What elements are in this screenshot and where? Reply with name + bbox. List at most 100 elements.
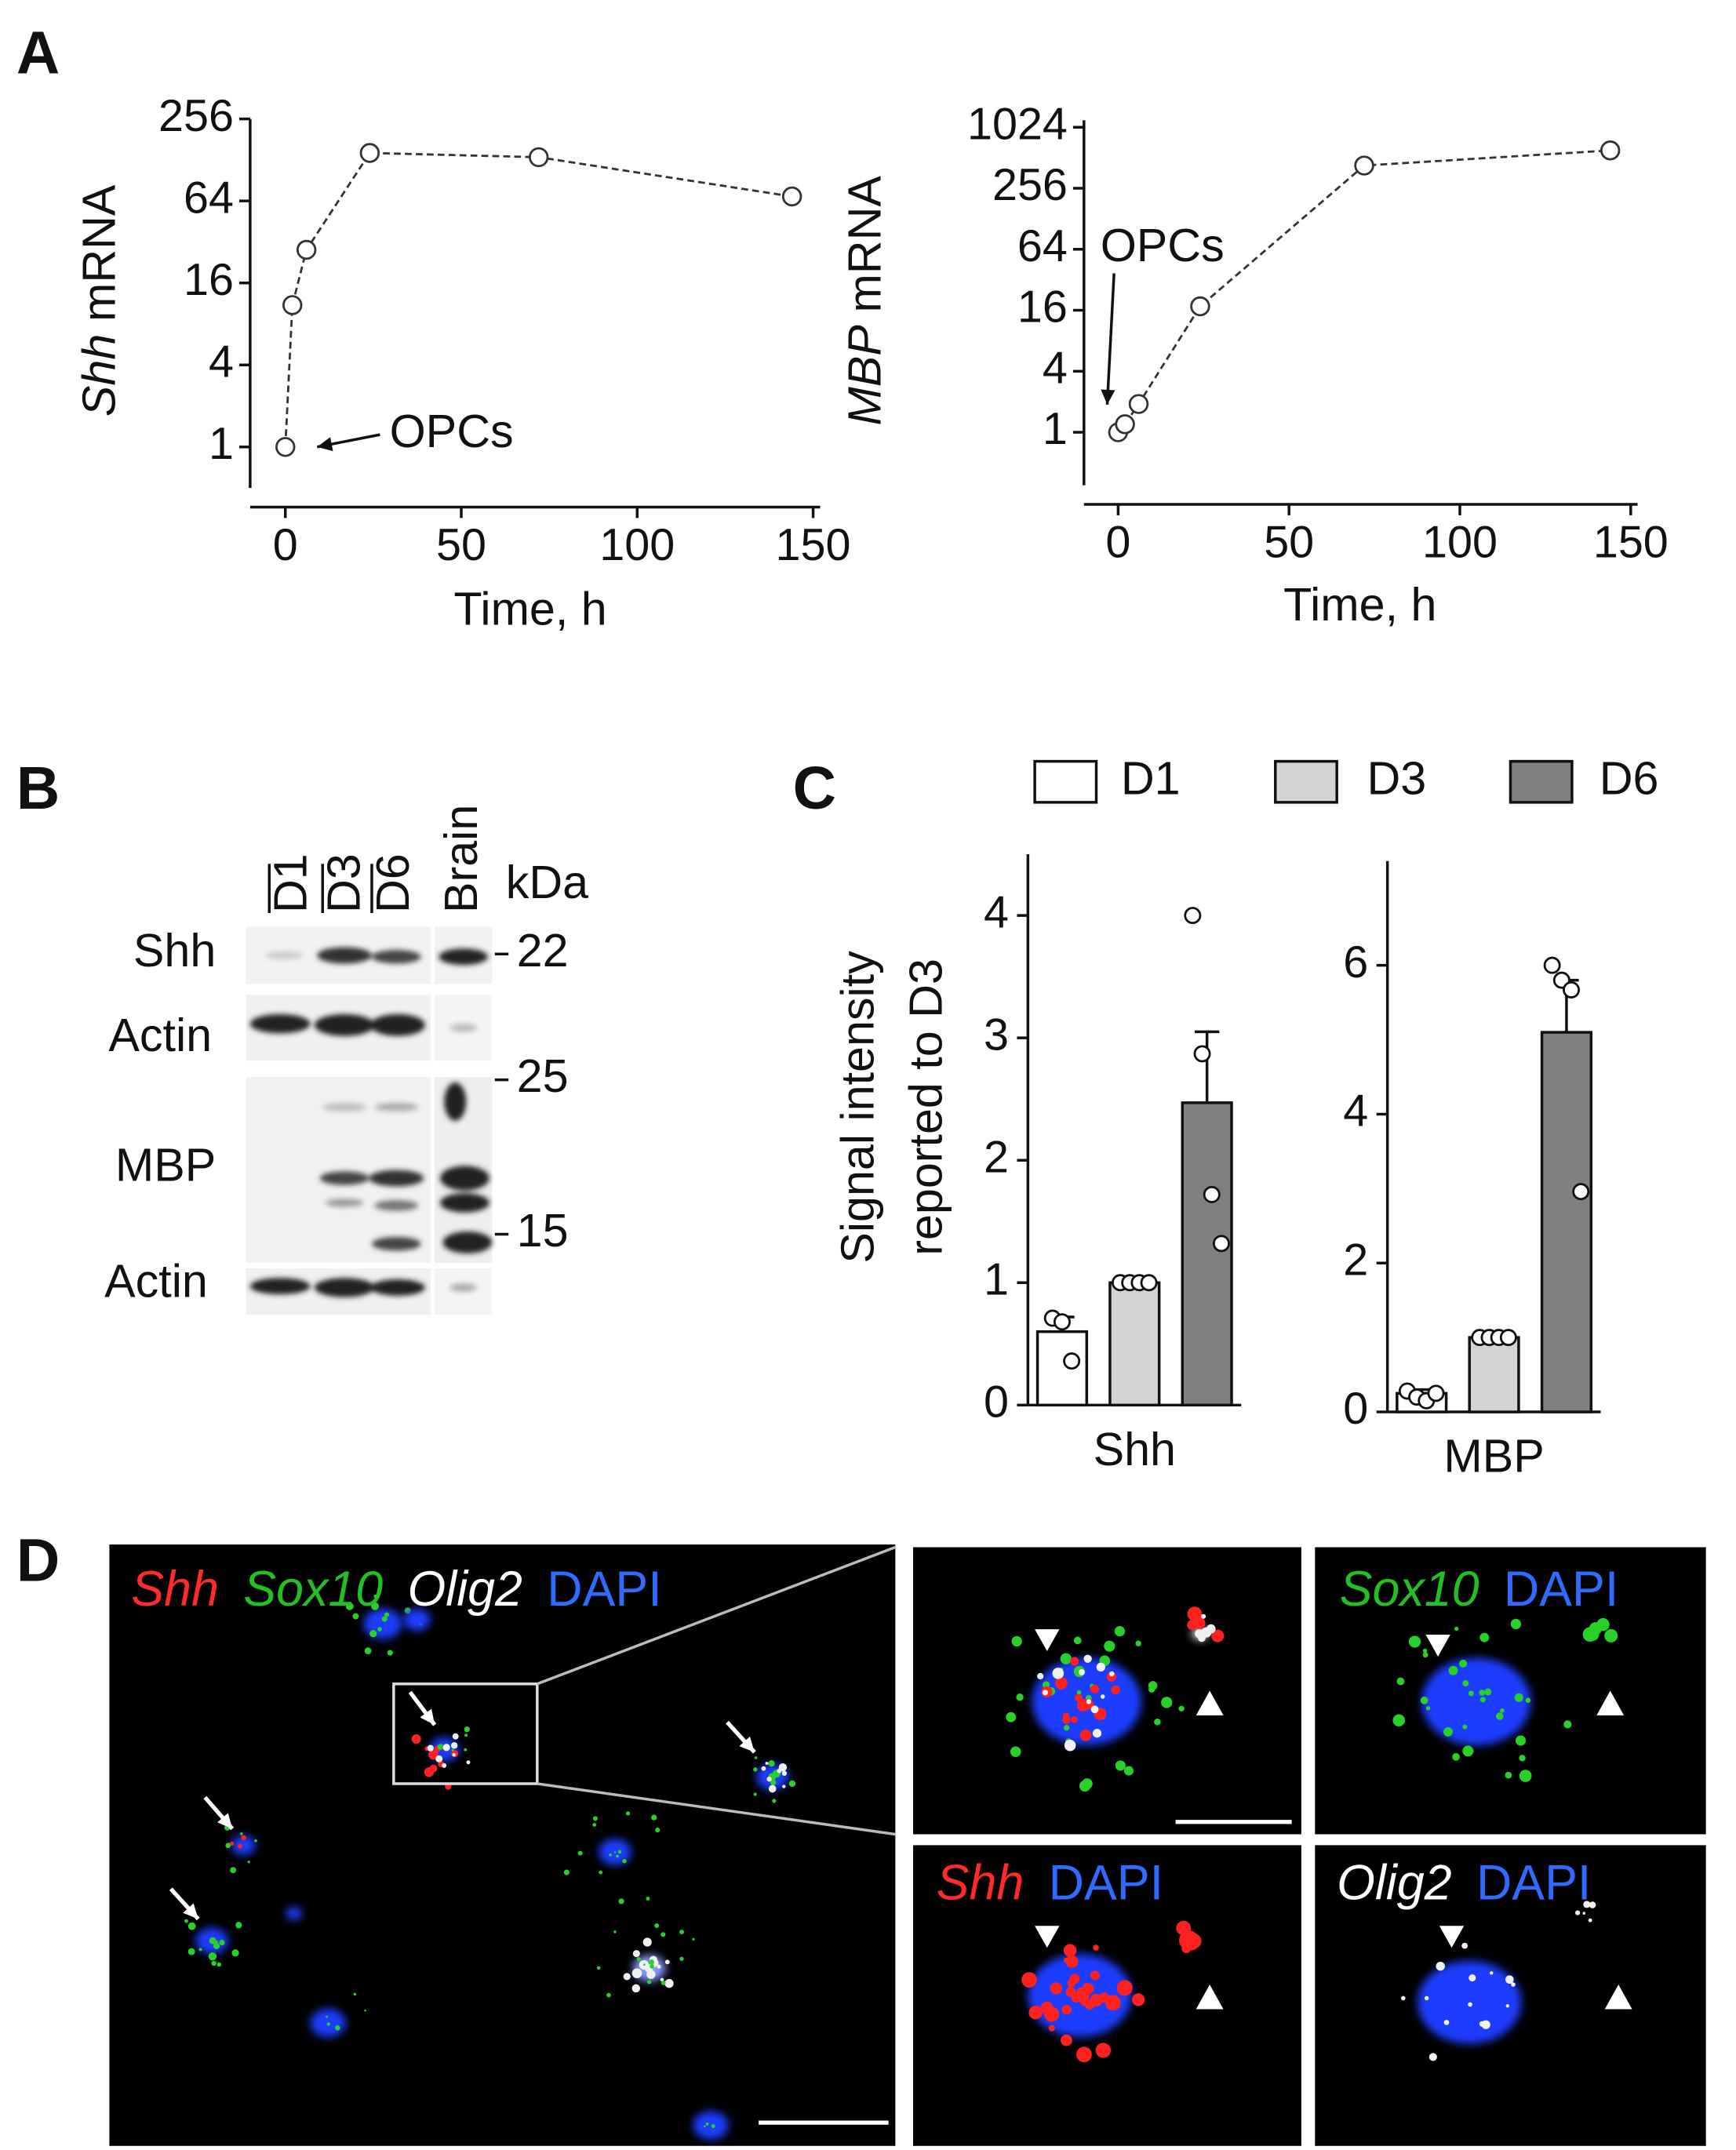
puncta: [1505, 2004, 1509, 2008]
y-tick-label: 0: [984, 1377, 1009, 1428]
puncta: [1052, 1668, 1065, 1679]
y-axis-label: Shh mRNA: [72, 184, 125, 417]
y-tick-label: 0: [1343, 1384, 1368, 1434]
puncta: [777, 1768, 782, 1773]
puncta: [1511, 1982, 1516, 1987]
puncta: [768, 1784, 777, 1793]
puncta: [679, 1956, 684, 1961]
puncta: [381, 1616, 388, 1622]
puncta: [1071, 1715, 1078, 1723]
puncta: [1062, 1712, 1070, 1719]
puncta: [1563, 1720, 1572, 1729]
nucleus: [1421, 1657, 1531, 1746]
puncta: [442, 1744, 450, 1752]
annotation: OPCs: [1101, 219, 1225, 271]
puncta: [1452, 1752, 1460, 1761]
puncta: [1515, 1735, 1527, 1746]
nucleus: [231, 1835, 256, 1855]
puncta: [1161, 1697, 1173, 1708]
puncta: [613, 1930, 617, 1934]
marker-label: 25: [517, 1050, 569, 1102]
puncta: [1096, 1662, 1105, 1672]
puncta: [1154, 1718, 1161, 1726]
puncta: [1115, 1760, 1126, 1771]
row-label: Actin: [104, 1255, 208, 1308]
puncta: [1588, 1918, 1592, 1923]
zoom-line: [537, 1782, 896, 1836]
x-tick-label: 100: [1422, 517, 1498, 567]
arrowhead: [1596, 1690, 1625, 1715]
data-point: [1063, 1352, 1081, 1370]
puncta: [1063, 1957, 1069, 1963]
legend-swatch: [1509, 759, 1574, 804]
puncta: [664, 1978, 674, 1988]
puncta: [371, 1602, 379, 1610]
puncta: [1201, 1613, 1206, 1619]
data-point: [1115, 414, 1135, 435]
puncta: [1400, 1995, 1406, 2001]
puncta: [1461, 1942, 1469, 1949]
y-tick-label: 1: [1043, 404, 1068, 454]
puncta: [1459, 1659, 1468, 1668]
lane-label: D3: [317, 853, 369, 913]
puncta: [636, 1957, 641, 1962]
x-tick-label: Shh: [1094, 1423, 1176, 1475]
y-tick-label: 64: [184, 173, 234, 223]
data-point: [1128, 394, 1149, 414]
y-tick-label: 2: [984, 1132, 1009, 1182]
y-tick-label: 4: [209, 337, 234, 387]
puncta: [770, 1779, 777, 1786]
puncta: [1123, 1766, 1134, 1776]
puncta: [754, 1756, 758, 1759]
data-point: [1427, 1384, 1445, 1402]
puncta: [1424, 1995, 1429, 2001]
puncta: [247, 1861, 250, 1864]
puncta: [198, 1948, 202, 1952]
puncta: [1063, 1944, 1077, 1957]
row-label: Actin: [108, 1009, 212, 1061]
micrograph-label: Olig2 DAPI: [1337, 1855, 1591, 1910]
label-dapi: DAPI: [1504, 1562, 1618, 1617]
label-dapi: DAPI: [547, 1562, 661, 1617]
arrow-head: [420, 1708, 435, 1726]
puncta: [1042, 1690, 1049, 1696]
puncta: [1092, 1729, 1102, 1738]
puncta: [1479, 1632, 1490, 1643]
x-tick-label: 0: [273, 520, 298, 570]
puncta: [1093, 1944, 1099, 1951]
y-tick-label: 1: [984, 1254, 1009, 1304]
puncta: [1135, 1640, 1141, 1646]
y-tick-label: 4: [1043, 343, 1068, 393]
puncta: [187, 1922, 196, 1930]
puncta: [1519, 1770, 1532, 1782]
puncta: [1462, 1745, 1474, 1757]
data-line: [1117, 149, 1610, 433]
puncta: [661, 1932, 666, 1937]
puncta: [622, 1858, 627, 1864]
puncta: [1079, 1780, 1091, 1792]
puncta: [788, 1780, 796, 1788]
bands: [249, 947, 493, 1297]
y-tick-label: 1: [209, 419, 234, 469]
puncta: [1016, 1693, 1024, 1701]
puncta: [1178, 1705, 1185, 1712]
puncta: [229, 1841, 235, 1846]
y-tick-label: 64: [1017, 221, 1068, 271]
puncta: [437, 1744, 444, 1750]
label-olig2: Olig2: [1337, 1855, 1451, 1910]
puncta: [1055, 1676, 1068, 1690]
data-point: [1600, 140, 1621, 161]
puncta: [646, 1897, 650, 1901]
puncta: [655, 1828, 661, 1833]
puncta: [625, 1811, 631, 1816]
puncta: [1443, 1727, 1453, 1737]
puncta: [1090, 1705, 1099, 1714]
puncta: [219, 1939, 225, 1946]
puncta: [352, 1613, 359, 1620]
y-axis-label-unit: mRNA: [838, 176, 890, 313]
puncta: [1479, 1697, 1486, 1703]
puncta: [1050, 1982, 1062, 1995]
arrowhead: [1439, 1926, 1465, 1948]
zoom-line: [537, 1545, 896, 1686]
puncta: [767, 1762, 771, 1766]
